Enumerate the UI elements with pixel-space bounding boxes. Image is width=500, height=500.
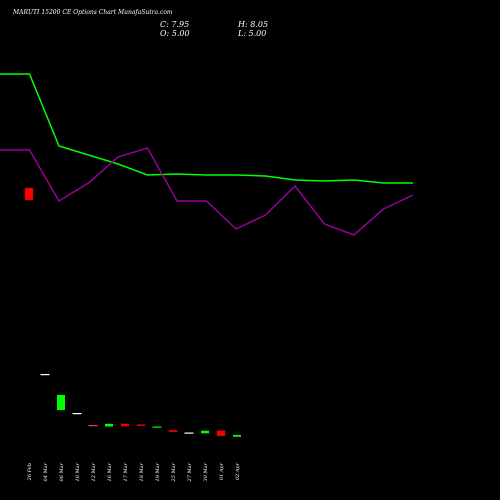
indicator-lines: [0, 73, 414, 236]
x-tick-label: 26 Feb: [27, 463, 33, 481]
candle: [136, 424, 146, 427]
x-tick-label: 01 Apr: [219, 462, 225, 480]
candle: [216, 430, 226, 437]
x-tick-label: 18 Mar: [139, 462, 145, 481]
x-tick-label: 10 Mar: [75, 462, 81, 481]
x-tick-label: 02 Apr: [235, 462, 241, 480]
candle: [24, 187, 34, 201]
x-tick-label: 04 Mar: [43, 462, 49, 481]
x-tick-label: 16 Mar: [107, 462, 113, 481]
candle: [57, 395, 65, 410]
chart-title: MARUTI 15200 CE Options Chart MunafaSutr…: [12, 9, 173, 16]
candle: [233, 434, 241, 437]
x-tick-label: 27 Mar: [187, 462, 193, 482]
open-value: O: 5.00: [160, 29, 190, 38]
candle: [120, 423, 130, 427]
candles: [24, 187, 241, 437]
x-tick-label: 12 Mar: [91, 462, 97, 481]
x-tick-label: 25 Mar: [171, 462, 177, 482]
candle: [40, 374, 50, 376]
candle: [184, 432, 194, 434]
candle: [105, 423, 113, 427]
close-value: C: 7.95: [160, 20, 189, 29]
x-tick-label: 17 Mar: [123, 462, 129, 481]
series-line-0: [0, 73, 413, 184]
x-tick-label: 06 Mar: [59, 462, 65, 481]
x-axis-tick-labels: 26 Feb 04 Mar 06 Mar 10 Mar 12 Mar 16 Mar 17 M…: [27, 462, 241, 482]
high-value: H: 8.05: [237, 20, 268, 29]
candle: [152, 426, 162, 428]
low-value: L: 5.00: [237, 29, 266, 38]
x-tick-label: 19 Mar: [155, 462, 161, 481]
series-line-1: [0, 147, 414, 236]
x-tick-label: 30 Mar: [203, 462, 209, 481]
candle: [72, 413, 82, 415]
candle: [201, 430, 209, 434]
candle: [88, 425, 98, 427]
candle: [168, 429, 178, 433]
